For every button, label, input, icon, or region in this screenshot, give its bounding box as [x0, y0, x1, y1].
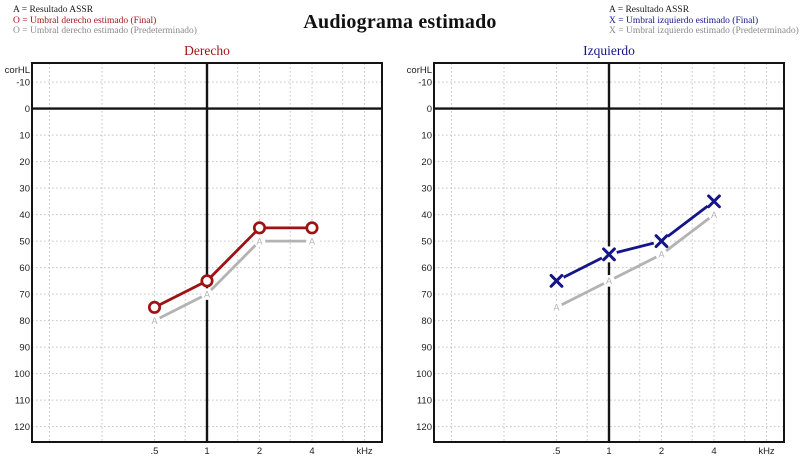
plot-frame — [433, 62, 785, 443]
series-line — [555, 200, 715, 283]
data-point-marker-o — [252, 221, 267, 235]
svg-text:50: 50 — [421, 236, 432, 247]
page-title: Audiograma estimado — [303, 11, 497, 33]
data-point-marker-a: A — [151, 316, 157, 326]
svg-text:4: 4 — [711, 446, 716, 457]
data-point-marker-o — [200, 274, 214, 288]
svg-text:corHL: corHL — [5, 65, 30, 76]
data-point-marker-x — [707, 194, 721, 209]
data-point-marker-x — [602, 247, 616, 262]
svg-text:4: 4 — [309, 446, 314, 457]
svg-text:20: 20 — [421, 157, 432, 168]
chart-title-derecho: Derecho — [184, 43, 230, 58]
svg-text:-10: -10 — [418, 77, 432, 88]
gridlines — [32, 63, 382, 442]
svg-text:10: 10 — [421, 130, 432, 141]
x-axis-labels: .5 1 2 4 kHz — [151, 446, 373, 457]
svg-text:90: 90 — [421, 342, 432, 353]
series-final — [548, 193, 722, 289]
svg-text:1: 1 — [606, 446, 611, 457]
svg-text:120: 120 — [14, 422, 30, 433]
data-point-marker-a: A — [553, 303, 559, 313]
svg-text:40: 40 — [421, 210, 432, 221]
svg-text:1: 1 — [204, 446, 209, 457]
series-line — [153, 239, 312, 322]
data-point-marker-a: A — [256, 236, 262, 246]
legend-item-assr: A = Resultado ASSR — [609, 5, 690, 15]
legend-item-final-threshold: X = Umbral izquierdo estimado (Final) — [609, 15, 759, 26]
data-point-marker-x — [549, 273, 564, 288]
data-point-marker-a: A — [711, 210, 717, 220]
svg-text:2: 2 — [659, 446, 664, 457]
svg-text:0: 0 — [427, 104, 432, 115]
svg-text:80: 80 — [421, 316, 432, 327]
chart-izquierdo: corHL-10 0 10 20 30 40 50 60 70 80 90 100 110 120 .5 1 2… — [407, 62, 785, 457]
marker-halo — [708, 208, 720, 221]
svg-text:30: 30 — [19, 183, 30, 194]
svg-text:40: 40 — [19, 210, 30, 221]
svg-text:0: 0 — [25, 104, 30, 115]
marker-halo — [306, 235, 318, 247]
legend-item-default-threshold: O = Umbral derecho estimado (Predetermin… — [13, 26, 197, 37]
chart-derecho: corHL-10 0 10 20 30 40 50 60 70 80 90 100 110 120 .5 1 2… — [5, 62, 383, 457]
series-assr: A A A A — [148, 235, 318, 327]
svg-text:.5: .5 — [151, 446, 159, 457]
svg-text:100: 100 — [14, 369, 30, 380]
svg-text:kHz: kHz — [758, 446, 775, 457]
svg-text:2: 2 — [257, 446, 262, 457]
svg-text:120: 120 — [416, 422, 432, 433]
data-point-marker-o — [147, 300, 162, 314]
legend-item-assr: A = Resultado ASSR — [13, 5, 94, 15]
marker-halo — [148, 314, 161, 327]
marker-halo — [550, 301, 563, 314]
svg-text:70: 70 — [421, 289, 432, 300]
marker-halo — [201, 288, 213, 300]
series-assr: A A A A — [550, 208, 720, 314]
svg-text:60: 60 — [19, 263, 30, 274]
y-axis-labels: corHL-10 0 10 20 30 40 50 60 70 80 90 100 110 120 — [5, 65, 30, 433]
marker-halo — [253, 235, 266, 247]
legend-right-ear: A = Resultado ASSR O = Umbral derecho es… — [13, 5, 197, 37]
data-point-marker-a: A — [309, 236, 315, 246]
data-point-marker-a: A — [204, 289, 210, 299]
svg-text:110: 110 — [15, 395, 30, 406]
svg-text:60: 60 — [421, 263, 432, 274]
data-point-marker-a: A — [606, 276, 612, 286]
svg-text:kHz: kHz — [356, 446, 373, 457]
marker-halo — [655, 248, 668, 261]
legend-item-final-threshold: O = Umbral derecho estimado (Final) — [13, 15, 157, 26]
y-axis-labels: corHL-10 0 10 20 30 40 50 60 70 80 90 100 110 120 — [407, 65, 432, 433]
svg-text:100: 100 — [416, 369, 432, 380]
data-point-marker-o — [305, 221, 319, 235]
x-axis-labels: .5 1 2 4 kHz — [553, 446, 775, 457]
series-line — [153, 226, 312, 309]
data-point-marker-x — [654, 234, 669, 249]
series-line — [555, 213, 715, 309]
svg-text:110: 110 — [417, 395, 432, 406]
svg-text:10: 10 — [19, 130, 30, 141]
plot-frame — [31, 62, 383, 443]
legend-item-default-threshold: X = Umbral izquierdo estimado (Predeterm… — [609, 26, 799, 37]
series-final — [147, 221, 319, 314]
data-point-marker-a: A — [658, 250, 664, 260]
chart-title-izquierdo: Izquierdo — [583, 43, 635, 58]
svg-text:.5: .5 — [553, 446, 561, 457]
svg-text:80: 80 — [19, 316, 30, 327]
svg-text:30: 30 — [421, 183, 432, 194]
svg-text:20: 20 — [19, 157, 30, 168]
svg-text:90: 90 — [19, 342, 30, 353]
svg-text:corHL: corHL — [407, 65, 432, 76]
svg-text:50: 50 — [19, 236, 30, 247]
marker-halo — [603, 275, 615, 287]
legend-left-ear: A = Resultado ASSR X = Umbral izquierdo … — [609, 5, 799, 37]
svg-text:-10: -10 — [16, 77, 30, 88]
svg-text:70: 70 — [19, 289, 30, 300]
